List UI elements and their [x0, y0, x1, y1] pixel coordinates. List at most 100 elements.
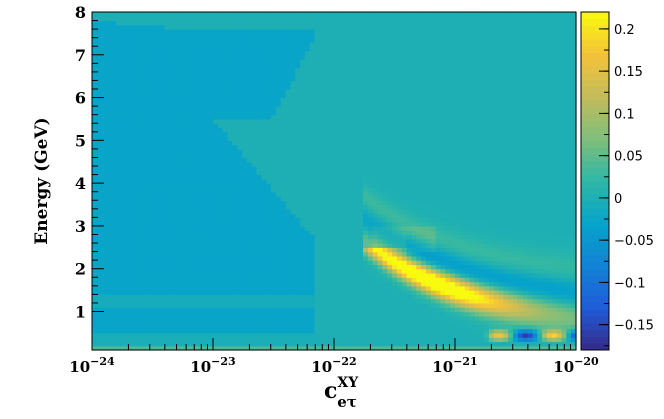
heatmap-cell: [237, 341, 243, 347]
heatmap-cell: [290, 345, 296, 351]
heatmap-cell: [135, 170, 141, 176]
heatmap-cell: [106, 238, 112, 244]
heatmap-cell: [227, 298, 233, 304]
heatmap-cell: [222, 97, 229, 103]
heatmap-cell: [198, 285, 204, 291]
heatmap-cell: [261, 24, 267, 30]
heatmap-cell: [116, 243, 122, 248]
heatmap-cell: [334, 221, 340, 227]
heatmap-cell: [358, 114, 364, 120]
heatmap-cell: [358, 29, 364, 34]
heatmap-cell: [145, 272, 151, 278]
heatmap-cell: [353, 106, 359, 112]
heatmap-cell: [159, 247, 166, 253]
heatmap-cell: [125, 221, 132, 227]
heatmap-cell: [387, 54, 393, 60]
heatmap-cell: [251, 208, 258, 214]
heatmap-cell: [135, 123, 141, 129]
heatmap-cell: [266, 341, 272, 347]
heatmap-cell: [232, 24, 238, 30]
heatmap-cell: [358, 24, 364, 30]
heatmap-cell: [92, 213, 98, 218]
heatmap-cell: [150, 277, 156, 283]
heatmap-cell: [329, 80, 335, 86]
heatmap-cell: [135, 315, 141, 321]
heatmap-cell: [121, 50, 127, 56]
heatmap-cell: [179, 307, 185, 313]
heatmap-cell: [164, 29, 171, 34]
heatmap-cell: [329, 315, 335, 321]
heatmap-cell: [382, 136, 388, 141]
heatmap-cell: [183, 110, 190, 116]
heatmap-cell: [101, 191, 108, 197]
heatmap-cell: [213, 71, 219, 77]
heatmap-cell: [242, 123, 248, 129]
heatmap-cell: [256, 106, 262, 112]
heatmap-cell: [232, 37, 238, 43]
heatmap-cell: [140, 294, 146, 300]
heatmap-cell: [208, 153, 214, 159]
heatmap-cell: [309, 153, 316, 159]
heatmap-cell: [106, 46, 112, 52]
heatmap-cell: [106, 136, 112, 141]
heatmap-cell: [232, 345, 238, 351]
heatmap-cell: [300, 33, 306, 39]
heatmap-cell: [271, 12, 277, 17]
heatmap-cell: [198, 243, 204, 248]
heatmap-cell: [116, 59, 122, 64]
heatmap-cell: [363, 33, 369, 39]
heatmap-cell: [387, 50, 393, 56]
heatmap-cell: [242, 161, 248, 167]
heatmap-cell: [203, 33, 209, 39]
heatmap-cell: [145, 174, 151, 180]
heatmap-cell: [193, 16, 200, 22]
heatmap-cell: [169, 46, 175, 52]
heatmap-cell: [92, 101, 98, 107]
heatmap-cell: [111, 204, 117, 210]
heatmap-cell: [198, 71, 204, 77]
heatmap-cell: [145, 332, 151, 338]
heatmap-cell: [179, 204, 185, 210]
heatmap-cell: [188, 59, 195, 64]
heatmap-cell: [382, 144, 388, 150]
heatmap-cell: [242, 247, 248, 253]
heatmap-cell: [164, 268, 171, 274]
heatmap-cell: [343, 144, 350, 150]
heatmap-cell: [271, 54, 277, 60]
heatmap-cell: [174, 174, 180, 180]
heatmap-cell: [372, 230, 379, 236]
heatmap-cell: [256, 123, 262, 129]
heatmap-cell: [372, 67, 379, 73]
heatmap-cell: [169, 221, 175, 227]
heatmap-cell: [140, 97, 146, 103]
heatmap-cell: [159, 251, 166, 257]
heatmap-cell: [188, 12, 195, 17]
heatmap-cell: [179, 144, 185, 150]
heatmap-cell: [92, 345, 98, 351]
heatmap-cell: [358, 341, 364, 347]
heatmap-cell: [275, 191, 282, 197]
heatmap-cell: [304, 337, 311, 343]
heatmap-cell: [280, 33, 287, 39]
heatmap-cell: [159, 157, 166, 163]
heatmap-cell: [140, 89, 146, 94]
heatmap-cell: [246, 20, 253, 26]
heatmap-cell: [188, 315, 195, 321]
heatmap-cell: [96, 178, 103, 184]
heatmap-cell: [275, 24, 282, 30]
heatmap-cell: [329, 243, 335, 248]
heatmap-cell: [198, 136, 204, 141]
heatmap-cell: [237, 41, 243, 47]
heatmap-cell: [387, 33, 393, 39]
heatmap-cell: [314, 93, 321, 99]
heatmap-cell: [169, 230, 175, 236]
heatmap-cell: [217, 341, 224, 347]
heatmap-cell: [198, 118, 204, 124]
heatmap-cell: [348, 337, 354, 343]
heatmap-cell: [280, 324, 287, 330]
heatmap-cell: [314, 268, 321, 274]
heatmap-cell: [251, 302, 258, 308]
heatmap-cell: [125, 127, 132, 133]
heatmap-cell: [183, 277, 190, 283]
heatmap-cell: [213, 183, 219, 189]
